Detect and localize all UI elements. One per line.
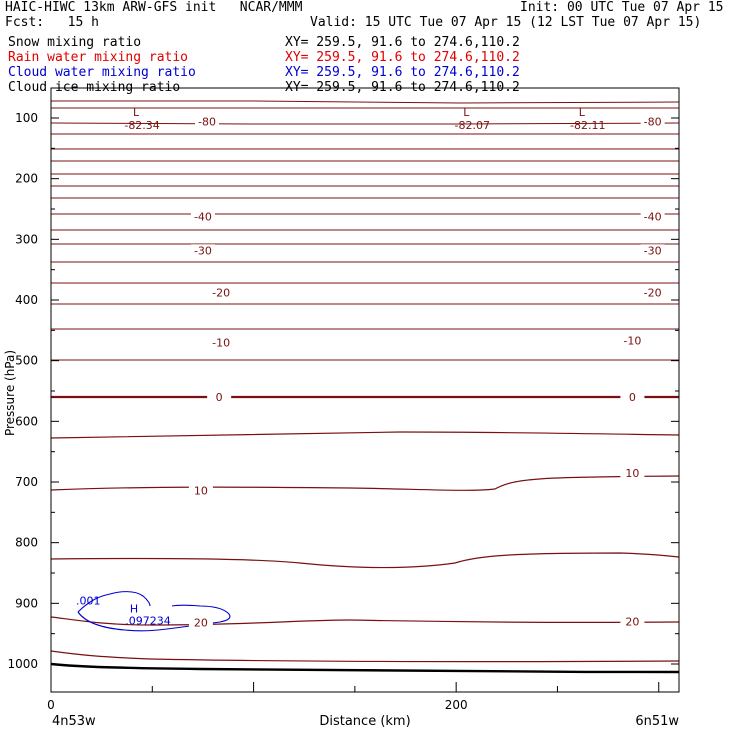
isotherm-line	[50, 431, 680, 439]
isotherm-label: -80	[644, 116, 662, 129]
contour-label-background	[209, 286, 234, 299]
contour-label-background	[640, 286, 665, 299]
legend-rain-xy: XY= 259.5, 91.6 to 274.6,110.2	[285, 50, 520, 65]
isotherm-label: -40	[644, 210, 662, 223]
cloud-water-contour-label: .001	[76, 594, 101, 607]
y-tick-label: 900	[15, 596, 38, 610]
contour-label-background	[620, 466, 645, 479]
contour-label-background	[640, 115, 665, 128]
isotherm-line	[51, 100, 680, 104]
isotherm-label: -20	[644, 287, 662, 300]
terrain-surface-line	[50, 662, 680, 674]
low-marker: L	[133, 106, 140, 119]
isotherm-label: -80	[198, 116, 216, 129]
left-endpoint-label: 4n53w	[52, 714, 96, 729]
cloud-water-contours	[77, 591, 231, 632]
y-tick-label: 300	[15, 232, 38, 246]
isotherm-label: 10	[194, 484, 208, 497]
x-tick-label: 0	[47, 698, 55, 712]
isotherm-line	[50, 552, 680, 569]
legend-cloudwater-xy: XY= 259.5, 91.6 to 274.6,110.2	[285, 65, 520, 80]
y-tick-label: 600	[15, 414, 38, 428]
y-axis-label: Pressure (hPa)	[3, 350, 17, 436]
contour-label-background	[188, 616, 213, 629]
header-init: Init: 00 UTC Tue 07 Apr 15	[520, 0, 724, 15]
legend-rain-name: Rain water mixing ratio	[8, 50, 189, 65]
isotherm-label: -10	[212, 336, 230, 349]
contour-label-background	[190, 244, 215, 257]
cloud-water-max-marker: H	[130, 602, 138, 615]
right-endpoint-label: 6n51w	[635, 714, 679, 729]
y-tick-label: 500	[15, 354, 38, 368]
isotherm-label: -30	[194, 244, 212, 257]
temperature-contours	[50, 100, 680, 663]
y-tick-label: 400	[15, 293, 38, 307]
isotherm-label: -40	[194, 210, 212, 223]
contour-label-background	[620, 615, 645, 628]
contour-label-background	[194, 115, 219, 128]
isotherm-line	[50, 122, 680, 125]
x-axis-label: Distance (km)	[319, 714, 410, 729]
isotherm-line	[50, 616, 680, 626]
y-tick-label: 800	[15, 536, 38, 550]
cloud-water-contour	[77, 604, 231, 632]
isotherm-label: 0	[629, 391, 636, 404]
contour-label-background	[640, 210, 665, 223]
isotherm-label: 10	[625, 467, 639, 480]
isotherm-label: -30	[644, 244, 662, 257]
legend-snow-xy: XY= 259.5, 91.6 to 274.6,110.2	[285, 35, 520, 50]
isotherm-line	[50, 475, 680, 491]
contour-label-background	[190, 210, 215, 223]
header-valid: Valid: 15 UTC Tue 07 Apr 15 (12 LST Tue …	[310, 15, 702, 30]
contour-label-background	[188, 484, 213, 497]
contour-label-background	[620, 391, 645, 404]
low-marker: L	[463, 106, 470, 119]
y-tick-label: 100	[15, 111, 38, 125]
low-marker: L	[579, 106, 586, 119]
legend-cloudwater-name: Cloud water mixing ratio	[8, 65, 196, 80]
cloud-water-contour	[77, 591, 151, 613]
header-title: HAIC-HIWC 13km ARW-GFS init NCAR/MMM	[5, 0, 303, 15]
contour-label-background	[620, 334, 645, 347]
contour-label-background	[207, 391, 232, 404]
legend-snow-name: Snow mixing ratio	[8, 35, 142, 50]
isotherm-label: 20	[194, 617, 208, 630]
y-tick-label: 700	[15, 475, 38, 489]
y-tick-label: 1000	[7, 657, 38, 671]
isotherm-label: 0	[216, 391, 223, 404]
plot-frame	[50, 87, 680, 693]
contour-labels: -80 -80 -40 -40 -30 -30 -20 -20 -10 -10 0 0 10 10 20 20…	[76, 106, 665, 630]
contour-label-background	[640, 244, 665, 257]
contour-label-background	[209, 336, 234, 349]
isotherm-label: 20	[625, 616, 639, 629]
terrain-line	[50, 662, 680, 674]
isotherm-line	[50, 650, 680, 663]
y-tick-label: 200	[15, 172, 38, 186]
isotherm-label: -10	[623, 335, 641, 348]
low-value-label: -82.34	[124, 119, 159, 132]
cloud-water-max-value: .097234	[125, 614, 171, 627]
low-value-label: -82.11	[570, 119, 605, 132]
x-tick-label: 200	[445, 698, 468, 712]
header-fcst: Fcst: 15 h	[5, 15, 99, 30]
low-value-label: -82.07	[455, 119, 490, 132]
isotherm-label: -20	[212, 287, 230, 300]
